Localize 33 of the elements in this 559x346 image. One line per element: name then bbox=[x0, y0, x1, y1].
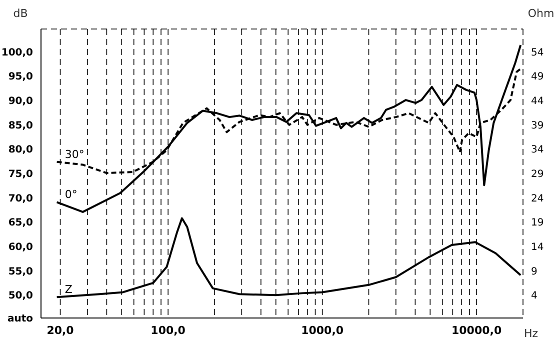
y-tick-label: 65,0 bbox=[8, 218, 34, 229]
series-label: Z bbox=[64, 283, 73, 296]
y2-tick-label: 29 bbox=[531, 169, 544, 180]
y-tick-label: 80,0 bbox=[8, 144, 34, 156]
y2-tick-label: 4 bbox=[531, 290, 538, 302]
x-tick-label: 1000,0 bbox=[301, 324, 344, 337]
y-tick-label: 50,0 bbox=[8, 290, 34, 302]
x-tick-label: 20,0 bbox=[46, 324, 74, 337]
y-tick-label: 60,0 bbox=[8, 242, 34, 254]
y2-tick-label: 19 bbox=[531, 218, 544, 229]
y2-tick-label: 54 bbox=[531, 47, 544, 58]
y2-tick-label: 24 bbox=[531, 193, 544, 204]
x-axis-title: Hz bbox=[524, 327, 538, 340]
y-tick-label: 70,0 bbox=[8, 193, 34, 204]
y-axis-title: dB bbox=[13, 7, 28, 20]
y2-tick-label: 39 bbox=[531, 120, 544, 132]
y2-axis-title: Ohm bbox=[528, 7, 554, 20]
y-tick-label: 95,0 bbox=[8, 72, 34, 83]
y-tick-label: auto bbox=[7, 314, 34, 325]
y-tick-label: 90,0 bbox=[8, 96, 34, 108]
x-tick-label: 100,0 bbox=[150, 324, 186, 337]
y2-tick-label: 34 bbox=[531, 144, 544, 156]
y-tick-label: 85,0 bbox=[8, 120, 34, 132]
y-tick-label: 75,0 bbox=[8, 169, 34, 180]
y2-tick-label: 44 bbox=[531, 96, 544, 108]
x-tick-label: 10000,0 bbox=[452, 324, 502, 337]
y2-tick-label: 9 bbox=[531, 266, 538, 278]
y2-tick-label: 14 bbox=[531, 242, 544, 254]
y2-tick-label: 49 bbox=[531, 72, 544, 83]
y-tick-label: 100,0 bbox=[1, 47, 34, 58]
y-tick-label: 55,0 bbox=[8, 266, 34, 278]
series-label: 0° bbox=[64, 188, 78, 202]
series-label: 30° bbox=[64, 148, 84, 161]
